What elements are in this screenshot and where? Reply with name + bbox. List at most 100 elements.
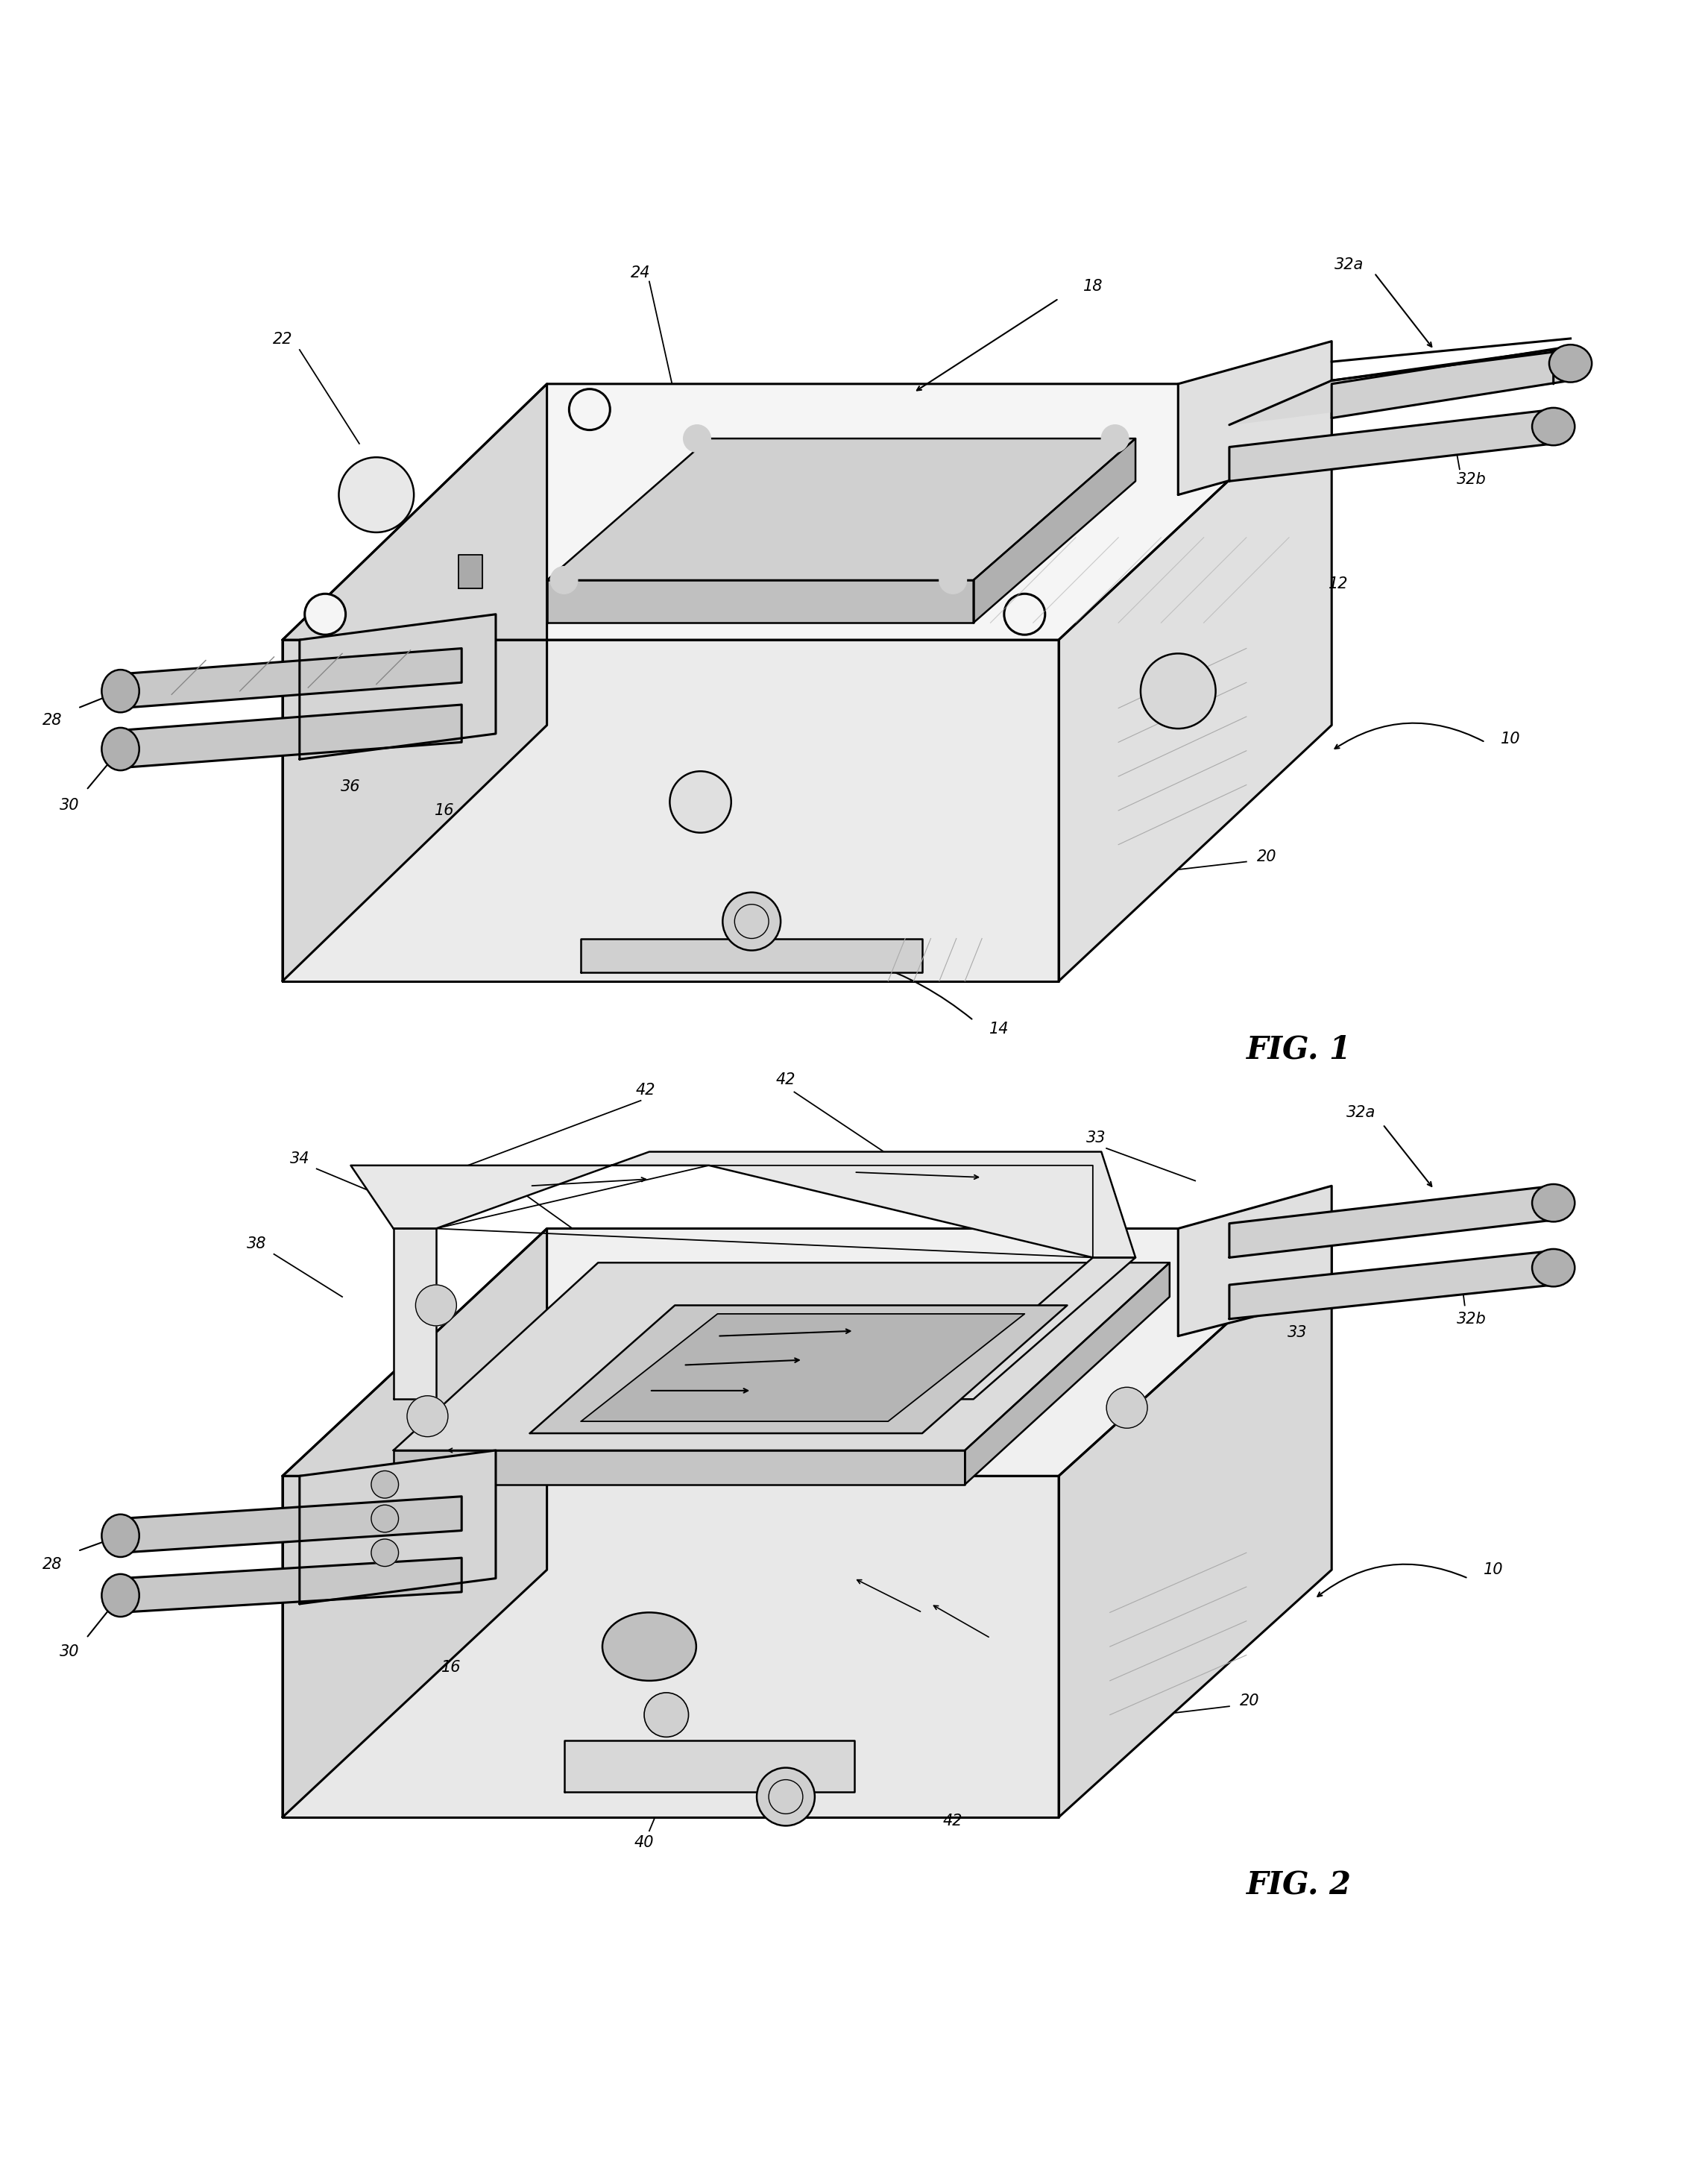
Circle shape xyxy=(338,457,413,533)
Text: 16: 16 xyxy=(436,804,454,817)
Polygon shape xyxy=(1179,340,1332,494)
Polygon shape xyxy=(121,1497,461,1554)
Ellipse shape xyxy=(603,1612,697,1682)
Ellipse shape xyxy=(102,670,140,713)
Polygon shape xyxy=(121,648,461,709)
Polygon shape xyxy=(1332,347,1570,418)
Polygon shape xyxy=(121,1558,461,1612)
Text: 40: 40 xyxy=(634,1835,654,1851)
Text: 24: 24 xyxy=(630,267,651,280)
Circle shape xyxy=(1269,390,1310,429)
Text: 24: 24 xyxy=(488,1166,509,1181)
Circle shape xyxy=(1141,654,1216,728)
Polygon shape xyxy=(121,704,461,767)
Text: 20: 20 xyxy=(1257,849,1276,865)
Text: 33: 33 xyxy=(1288,1326,1307,1339)
Ellipse shape xyxy=(1532,407,1575,446)
Ellipse shape xyxy=(1532,1248,1575,1287)
Ellipse shape xyxy=(102,1515,140,1558)
Polygon shape xyxy=(393,1229,436,1400)
Polygon shape xyxy=(282,384,1332,639)
Text: 31: 31 xyxy=(733,1411,753,1426)
Text: 42: 42 xyxy=(775,1073,796,1088)
Text: 16: 16 xyxy=(442,1660,461,1675)
Polygon shape xyxy=(581,938,922,973)
Polygon shape xyxy=(547,438,1136,581)
Polygon shape xyxy=(350,1151,1136,1257)
Polygon shape xyxy=(282,384,547,982)
Circle shape xyxy=(371,1504,398,1532)
Circle shape xyxy=(757,1768,815,1827)
Circle shape xyxy=(722,893,781,951)
Polygon shape xyxy=(1230,410,1554,481)
Circle shape xyxy=(939,566,967,594)
Text: 20: 20 xyxy=(1240,1695,1261,1708)
Polygon shape xyxy=(282,1229,1332,1476)
Text: 42: 42 xyxy=(635,1084,656,1099)
Polygon shape xyxy=(1230,1185,1554,1257)
Polygon shape xyxy=(974,438,1136,622)
Polygon shape xyxy=(1179,1185,1332,1337)
Text: 28: 28 xyxy=(43,1558,61,1571)
Polygon shape xyxy=(1230,1185,1554,1257)
Polygon shape xyxy=(282,1229,547,1818)
Text: 12: 12 xyxy=(1329,576,1348,592)
Polygon shape xyxy=(1332,347,1570,418)
Text: FIG. 1: FIG. 1 xyxy=(1247,1034,1351,1064)
Circle shape xyxy=(644,1692,688,1738)
Polygon shape xyxy=(1230,410,1554,481)
Text: 36: 36 xyxy=(342,780,360,793)
Text: 10: 10 xyxy=(1501,732,1520,745)
Polygon shape xyxy=(282,1476,1059,1818)
Text: 36: 36 xyxy=(311,1565,330,1580)
Ellipse shape xyxy=(1532,1183,1575,1222)
Circle shape xyxy=(550,566,577,594)
Polygon shape xyxy=(547,581,974,622)
Polygon shape xyxy=(529,1305,1068,1432)
Text: 14: 14 xyxy=(989,1021,1009,1036)
Polygon shape xyxy=(299,613,495,758)
Polygon shape xyxy=(299,1450,495,1604)
Circle shape xyxy=(371,1471,398,1497)
Polygon shape xyxy=(121,1497,461,1554)
Polygon shape xyxy=(121,1558,461,1612)
Polygon shape xyxy=(121,704,461,767)
Circle shape xyxy=(407,1396,447,1437)
Text: 32a: 32a xyxy=(1334,258,1363,271)
Text: 30: 30 xyxy=(60,1645,79,1660)
Text: 22: 22 xyxy=(273,332,292,347)
Polygon shape xyxy=(282,639,1059,982)
Text: 18: 18 xyxy=(1083,280,1103,295)
Text: 48: 48 xyxy=(847,1422,868,1435)
Text: 33: 33 xyxy=(1086,1131,1107,1146)
Ellipse shape xyxy=(102,728,140,771)
Circle shape xyxy=(1107,1387,1148,1428)
Polygon shape xyxy=(1059,1229,1332,1818)
Circle shape xyxy=(670,771,731,832)
Text: 32b: 32b xyxy=(1457,1311,1486,1326)
Text: FIG. 2: FIG. 2 xyxy=(1247,1870,1351,1900)
Polygon shape xyxy=(564,1740,854,1792)
Text: 32b: 32b xyxy=(1457,472,1486,488)
Text: 10: 10 xyxy=(1484,1562,1503,1578)
Circle shape xyxy=(683,425,711,453)
Polygon shape xyxy=(393,1263,1170,1450)
Polygon shape xyxy=(1230,349,1554,425)
Text: 28: 28 xyxy=(43,713,61,728)
Circle shape xyxy=(1004,594,1045,635)
Polygon shape xyxy=(581,1313,1025,1422)
Polygon shape xyxy=(1230,1250,1554,1320)
Text: 42: 42 xyxy=(943,1814,963,1829)
Bar xyxy=(458,555,482,589)
Polygon shape xyxy=(965,1263,1170,1484)
Polygon shape xyxy=(931,1257,1136,1400)
Text: 38: 38 xyxy=(248,1237,266,1250)
Text: 30: 30 xyxy=(60,797,79,813)
Polygon shape xyxy=(1230,1250,1554,1320)
Text: 32a: 32a xyxy=(1346,1105,1375,1120)
Polygon shape xyxy=(1059,384,1332,982)
Polygon shape xyxy=(121,648,461,709)
Polygon shape xyxy=(393,1450,965,1484)
Ellipse shape xyxy=(1549,345,1592,381)
Circle shape xyxy=(569,390,610,429)
